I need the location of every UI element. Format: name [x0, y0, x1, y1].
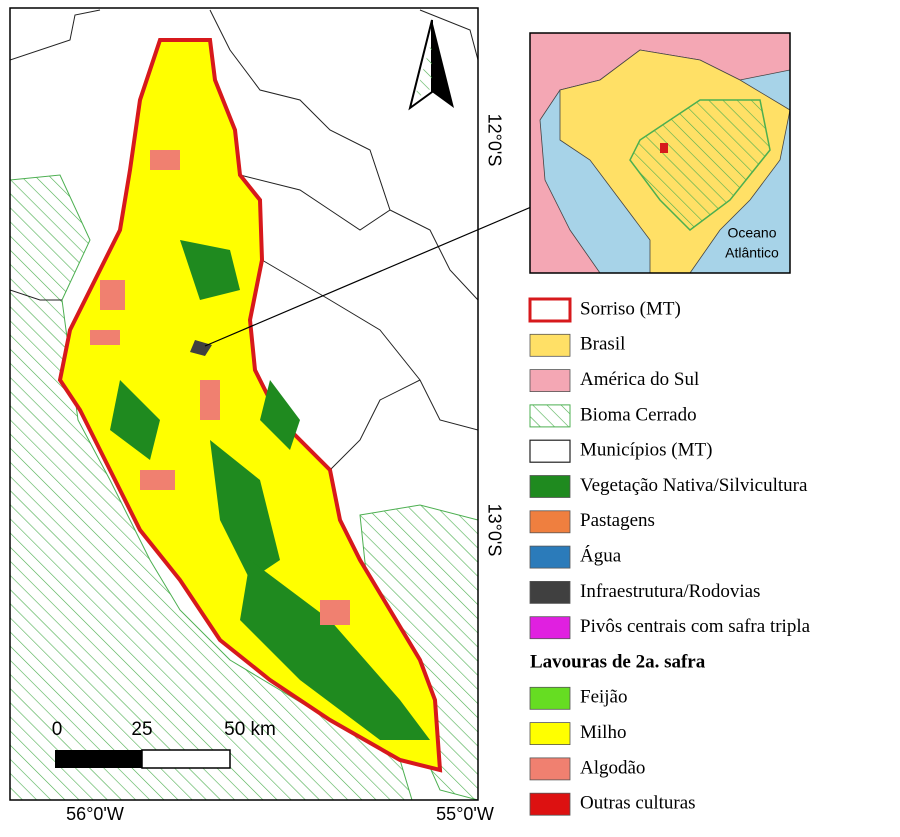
ocean-label: Oceano — [727, 225, 776, 241]
scale-label: 50 km — [224, 719, 276, 740]
legend-label: Vegetação Nativa/Silvicultura — [580, 475, 808, 496]
legend-swatch — [529, 581, 571, 604]
legend-label: Água — [580, 544, 622, 566]
legend-swatch — [529, 404, 571, 428]
legend-swatch — [529, 686, 571, 710]
ocean-label: Atlântico — [725, 245, 779, 261]
cotton-patches — [90, 150, 350, 625]
legend-section-title: Lavouras de 2a. safra — [530, 651, 706, 672]
legend-swatch — [529, 722, 571, 745]
longitude-label: 56°0'W — [66, 804, 124, 824]
scale-bar-black — [55, 750, 142, 768]
legend-label: Pivôs centrais com safra tripla — [580, 616, 811, 637]
legend-label: Pastagens — [580, 510, 655, 531]
map-frame — [9, 7, 479, 801]
scale-label: 25 — [131, 719, 152, 740]
north-arrow — [408, 19, 454, 111]
legend-swatch — [529, 616, 571, 640]
legend-label: Municípios (MT) — [580, 440, 712, 461]
legend-swatch — [528, 297, 572, 323]
legend-label: Sorriso (MT) — [580, 298, 681, 319]
legend-swatch — [529, 757, 571, 781]
legend-label: Brasil — [580, 334, 625, 355]
legend-label: Infraestrutura/Rodovias — [580, 581, 760, 602]
legend-swatch — [529, 792, 571, 816]
legend-label: Feijão — [580, 687, 628, 708]
urban-area — [190, 340, 212, 356]
legend-swatch — [529, 369, 571, 393]
legend-swatch — [529, 545, 571, 569]
latitude-label: 13°0'S — [484, 504, 504, 557]
vegetation-patches — [110, 240, 430, 740]
scale-bar-white — [141, 749, 231, 769]
scale-label: 0 — [52, 719, 63, 740]
sorriso-boundary — [57, 38, 443, 773]
legend-swatch — [529, 439, 571, 463]
legend-label: Algodão — [580, 757, 645, 778]
longitude-label: 55°0'W — [436, 804, 494, 824]
legend-swatch — [529, 510, 571, 534]
inset-map — [530, 33, 790, 273]
municipal-borders — [10, 9, 478, 471]
legend-swatch — [529, 333, 571, 357]
cerrado-area — [10, 174, 413, 800]
legend-label: Milho — [580, 722, 626, 743]
legend-label: Bioma Cerrado — [580, 404, 697, 425]
legend-swatch — [529, 475, 571, 498]
inset-frame — [529, 32, 791, 274]
legend-label: América do Sul — [580, 369, 699, 390]
legend: Sorriso (MT) Brasil América do Sul Bioma Ce… — [528, 297, 811, 816]
latitude-label: 12°0'S — [484, 114, 504, 167]
main-map — [10, 8, 478, 800]
legend-label: Outras culturas — [580, 793, 696, 814]
